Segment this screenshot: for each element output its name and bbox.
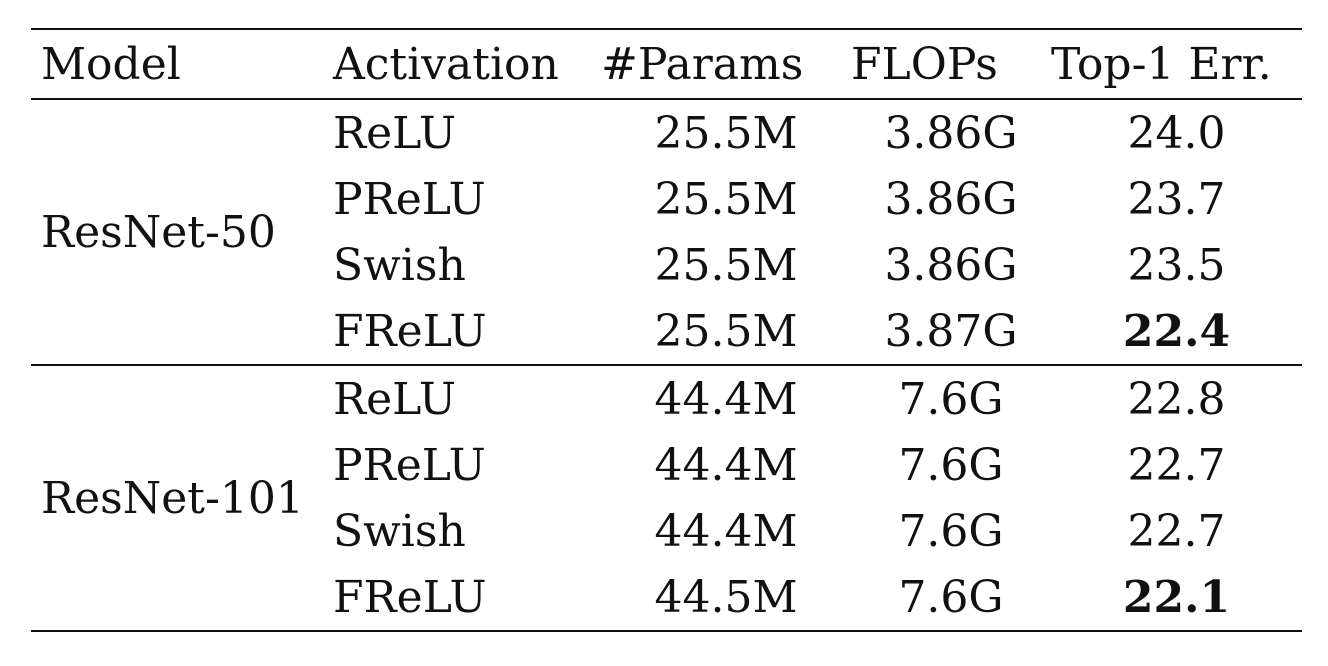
table-row: FReLU 44.5M 7.6G 22.1 xyxy=(31,564,1302,631)
flops-cell: 7.6G xyxy=(898,439,1004,491)
table-header: Model Activation #Params FLOPs Top-1 Err… xyxy=(31,29,1302,99)
group-resnet-101: ResNet-101 ReLU 44.4M 7.6G 22.8 PReLU 44… xyxy=(31,365,1302,631)
results-table: Model Activation #Params FLOPs Top-1 Err… xyxy=(31,28,1302,632)
flops-cell: 3.86G xyxy=(884,173,1018,225)
err-cell: 22.7 xyxy=(1127,505,1226,557)
err-cell-best: 22.4 xyxy=(1122,305,1231,357)
params-cell: 44.5M xyxy=(654,571,798,623)
flops-cell: 7.6G xyxy=(898,373,1004,425)
activation-cell: Swish xyxy=(333,505,466,557)
params-cell: 44.4M xyxy=(654,505,798,557)
model-name: ResNet-50 xyxy=(41,206,276,258)
table-row: Swish 44.4M 7.6G 22.7 xyxy=(31,498,1302,564)
header-model: Model xyxy=(41,38,181,90)
flops-cell: 3.86G xyxy=(884,107,1018,159)
err-cell: 23.7 xyxy=(1127,173,1226,225)
group-resnet-50: ResNet-50 ReLU 25.5M 3.86G 24.0 PReLU 25… xyxy=(31,99,1302,365)
err-cell: 22.7 xyxy=(1127,439,1226,491)
flops-cell: 7.6G xyxy=(898,571,1004,623)
activation-cell: Swish xyxy=(333,239,466,291)
params-cell: 44.4M xyxy=(654,439,798,491)
activation-cell: ReLU xyxy=(333,373,457,425)
params-cell: 44.4M xyxy=(654,373,798,425)
activation-cell: FReLU xyxy=(333,571,487,623)
table-row: ResNet-101 ReLU 44.4M 7.6G 22.8 xyxy=(31,365,1302,524)
header-row: Model Activation #Params FLOPs Top-1 Err… xyxy=(31,29,1302,99)
table-row: PReLU 44.4M 7.6G 22.7 xyxy=(31,432,1302,498)
results-table-container: Model Activation #Params FLOPs Top-1 Err… xyxy=(31,28,1302,632)
err-cell: 24.0 xyxy=(1127,107,1226,159)
model-name: ResNet-101 xyxy=(41,472,304,524)
activation-cell: PReLU xyxy=(333,173,486,225)
header-flops: FLOPs xyxy=(851,38,998,90)
params-cell: 25.5M xyxy=(654,305,798,357)
table-row: ResNet-50 ReLU 25.5M 3.86G 24.0 xyxy=(31,99,1302,258)
flops-cell: 7.6G xyxy=(898,505,1004,557)
table-row: Swish 25.5M 3.86G 23.5 xyxy=(31,232,1302,298)
activation-cell: PReLU xyxy=(333,439,486,491)
flops-cell: 3.86G xyxy=(884,239,1018,291)
activation-cell: ReLU xyxy=(333,107,457,159)
err-cell: 22.8 xyxy=(1127,373,1226,425)
params-cell: 25.5M xyxy=(654,107,798,159)
activation-cell: FReLU xyxy=(333,305,487,357)
header-activation: Activation xyxy=(333,38,559,90)
table-row: FReLU 25.5M 3.87G 22.4 xyxy=(31,298,1302,365)
err-cell: 23.5 xyxy=(1127,239,1226,291)
err-cell-best: 22.1 xyxy=(1122,571,1231,623)
flops-cell: 3.87G xyxy=(884,305,1018,357)
header-top1-err: Top-1 Err. xyxy=(1051,38,1272,90)
params-cell: 25.5M xyxy=(654,173,798,225)
table-row: PReLU 25.5M 3.86G 23.7 xyxy=(31,166,1302,232)
params-cell: 25.5M xyxy=(654,239,798,291)
header-params: #Params xyxy=(601,38,804,90)
